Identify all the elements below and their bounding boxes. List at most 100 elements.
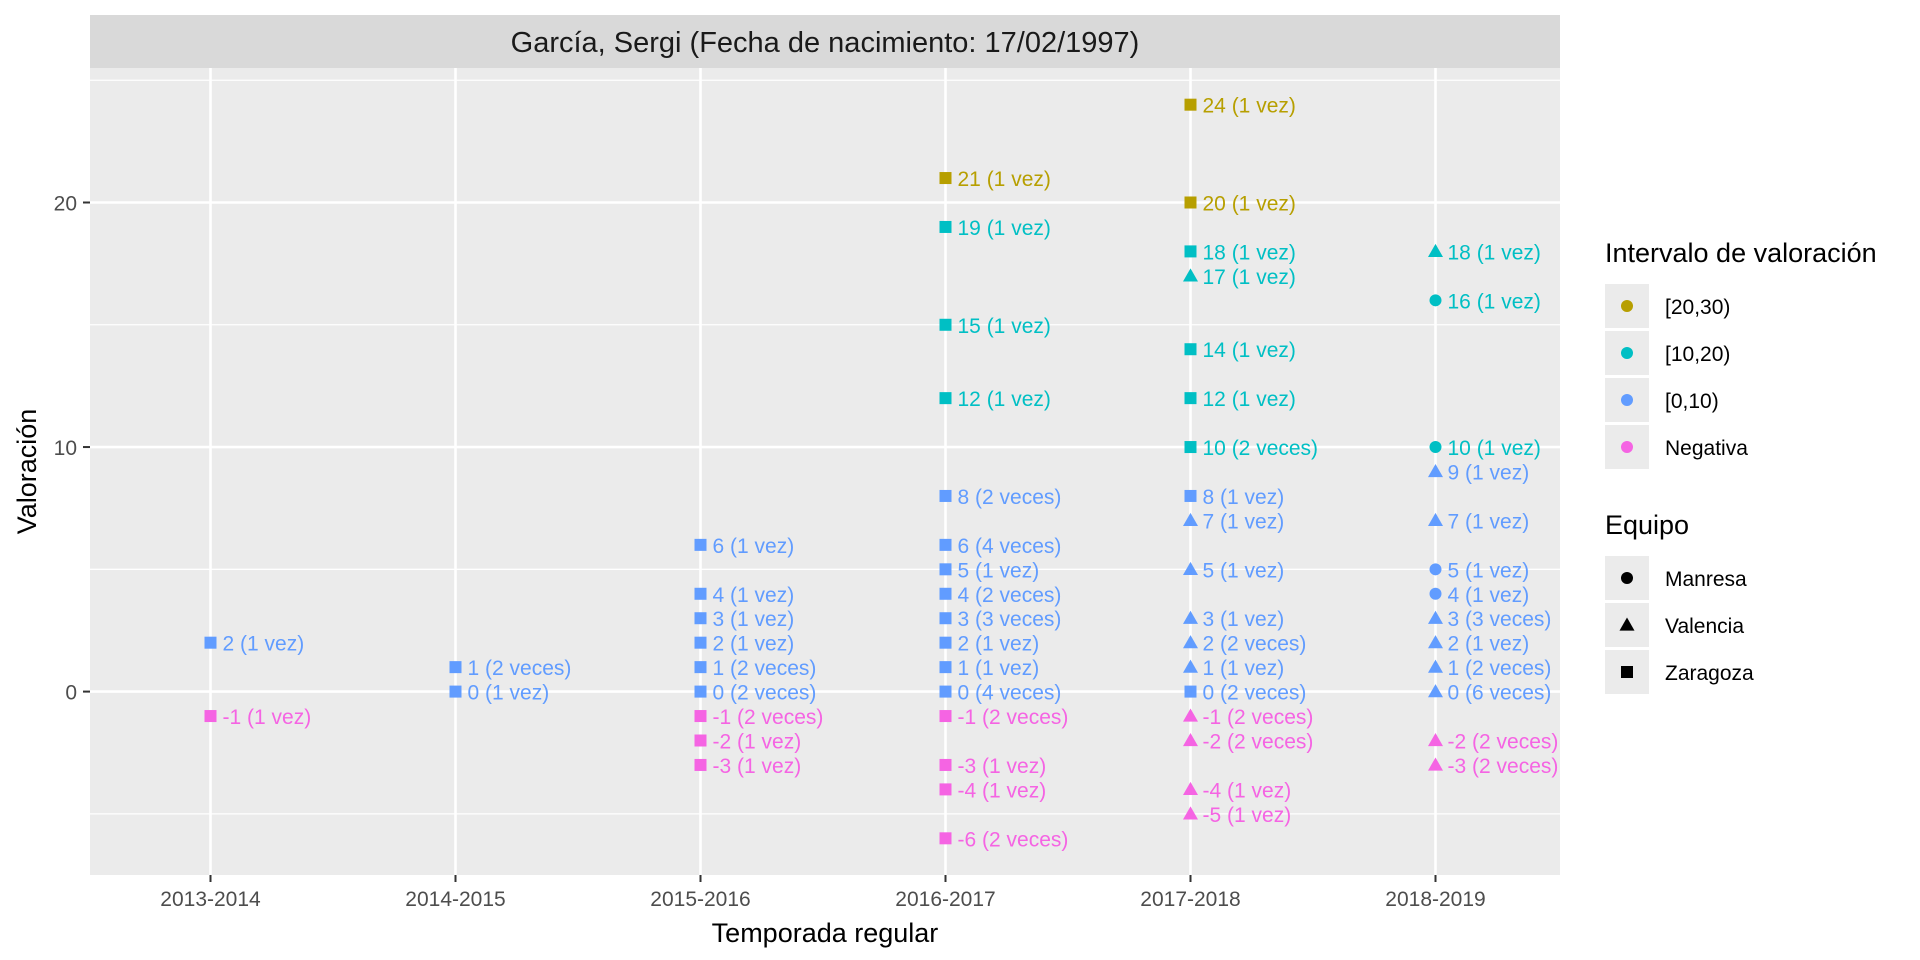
data-label: 1 (2 veces)	[468, 657, 572, 680]
data-point	[1429, 294, 1442, 307]
data-label: 2 (1 vez)	[713, 633, 795, 656]
data-point	[449, 661, 462, 674]
x-axis: 2013-2014 2014-2015 2015-2016 2016-2017 2017…	[160, 875, 1486, 911]
legend-label: Manresa	[1665, 568, 1747, 591]
data-label: 7 (1 vez)	[1448, 510, 1530, 533]
data-point	[1183, 781, 1198, 796]
x-tick-label: 2013-2014	[160, 888, 261, 911]
data-point	[1429, 441, 1442, 454]
y-tick-label: 0	[65, 682, 77, 705]
data-label: 16 (1 vez)	[1448, 290, 1541, 313]
data-label: 12 (1 vez)	[958, 388, 1051, 411]
data-point	[1184, 343, 1197, 356]
data-label: 20 (1 vez)	[1203, 193, 1296, 216]
data-points	[204, 98, 1443, 845]
data-point	[1183, 733, 1198, 747]
x-tick-label: 2018-2019	[1385, 888, 1485, 911]
data-point	[694, 612, 707, 625]
y-tick-label: 20	[54, 193, 77, 216]
data-point	[939, 587, 952, 600]
data-point	[694, 685, 707, 698]
data-point	[939, 661, 952, 674]
data-point	[1183, 561, 1198, 575]
data-label: 0 (6 veces)	[1448, 682, 1552, 705]
data-label: 5 (1 vez)	[1203, 559, 1285, 582]
data-point	[449, 685, 462, 698]
legend-label: Negativa	[1665, 437, 1748, 460]
data-point	[694, 734, 707, 747]
plot-panel	[90, 68, 1560, 875]
data-label: 19 (1 vez)	[958, 217, 1051, 240]
data-label: -4 (1 vez)	[1203, 779, 1292, 802]
data-point	[939, 489, 952, 502]
data-point	[1184, 685, 1197, 698]
data-point	[1184, 196, 1197, 209]
legend-label: Zaragoza	[1665, 662, 1754, 685]
facet-strip	[90, 15, 1560, 68]
data-label: 0 (1 vez)	[468, 682, 550, 705]
data-label: -3 (1 vez)	[713, 755, 802, 778]
data-point	[939, 783, 952, 796]
data-point	[939, 710, 952, 723]
data-point	[1428, 635, 1443, 649]
data-label: 24 (1 vez)	[1203, 95, 1296, 118]
x-tick-label: 2016-2017	[895, 888, 995, 911]
data-label: -2 (2 veces)	[1448, 731, 1559, 754]
y-axis-title: Valoración	[12, 409, 42, 535]
data-label: 18 (1 vez)	[1203, 241, 1296, 264]
data-point	[939, 758, 952, 771]
data-point	[694, 710, 707, 723]
data-point	[204, 710, 217, 723]
data-label: -6 (2 veces)	[958, 828, 1069, 851]
legend-symbol	[1619, 617, 1635, 631]
data-label: -3 (1 vez)	[958, 755, 1047, 778]
data-point	[939, 832, 952, 845]
data-label: 12 (1 vez)	[1203, 388, 1296, 411]
data-label: 7 (1 vez)	[1203, 510, 1285, 533]
data-point	[694, 758, 707, 771]
x-tick-label: 2014-2015	[405, 888, 505, 911]
data-label: 9 (1 vez)	[1448, 462, 1530, 485]
legend: Intervalo de valoración [20,30) [10,20) [0,…	[1605, 238, 1877, 694]
data-label: 1 (2 veces)	[713, 657, 817, 680]
data-point	[1184, 489, 1197, 502]
data-label: 3 (1 vez)	[713, 608, 795, 631]
data-point	[939, 612, 952, 625]
data-point	[1184, 441, 1197, 454]
data-point	[939, 220, 952, 233]
data-point	[1428, 684, 1443, 698]
y-axis: 0 10 20	[54, 193, 90, 705]
data-point	[1183, 268, 1198, 282]
data-point	[1184, 245, 1197, 258]
data-label: -2 (2 veces)	[1203, 731, 1314, 754]
data-label: 2 (1 vez)	[1448, 633, 1530, 656]
legend-label: Valencia	[1665, 615, 1744, 638]
data-point	[939, 636, 952, 649]
data-label: 15 (1 vez)	[958, 315, 1051, 338]
legend-title: Intervalo de valoración	[1605, 238, 1877, 268]
data-label: 5 (1 vez)	[1448, 559, 1530, 582]
data-point	[1184, 98, 1197, 111]
data-point	[694, 636, 707, 649]
data-label: 4 (1 vez)	[1448, 584, 1530, 607]
x-tick-label: 2015-2016	[650, 888, 750, 911]
data-point	[1428, 610, 1443, 624]
data-labels: 2 (1 vez)-1 (1 vez)1 (2 veces)0 (1 vez)6…	[223, 95, 1559, 852]
data-label: 1 (1 vez)	[1203, 657, 1285, 680]
data-label: -3 (2 veces)	[1448, 755, 1559, 778]
data-label: 1 (2 veces)	[1448, 657, 1552, 680]
legend-symbol	[1621, 347, 1633, 359]
data-label: 5 (1 vez)	[958, 559, 1040, 582]
data-label: 3 (3 veces)	[958, 608, 1062, 631]
data-label: 3 (3 veces)	[1448, 608, 1552, 631]
data-point	[939, 318, 952, 331]
data-point	[694, 587, 707, 600]
data-point	[1429, 563, 1442, 576]
legend-symbol	[1621, 300, 1633, 312]
data-label: 1 (1 vez)	[958, 657, 1040, 680]
data-point	[1183, 635, 1198, 649]
data-point	[939, 538, 952, 551]
data-label: -4 (1 vez)	[958, 779, 1047, 802]
data-point	[1428, 733, 1443, 747]
data-point	[939, 563, 952, 576]
